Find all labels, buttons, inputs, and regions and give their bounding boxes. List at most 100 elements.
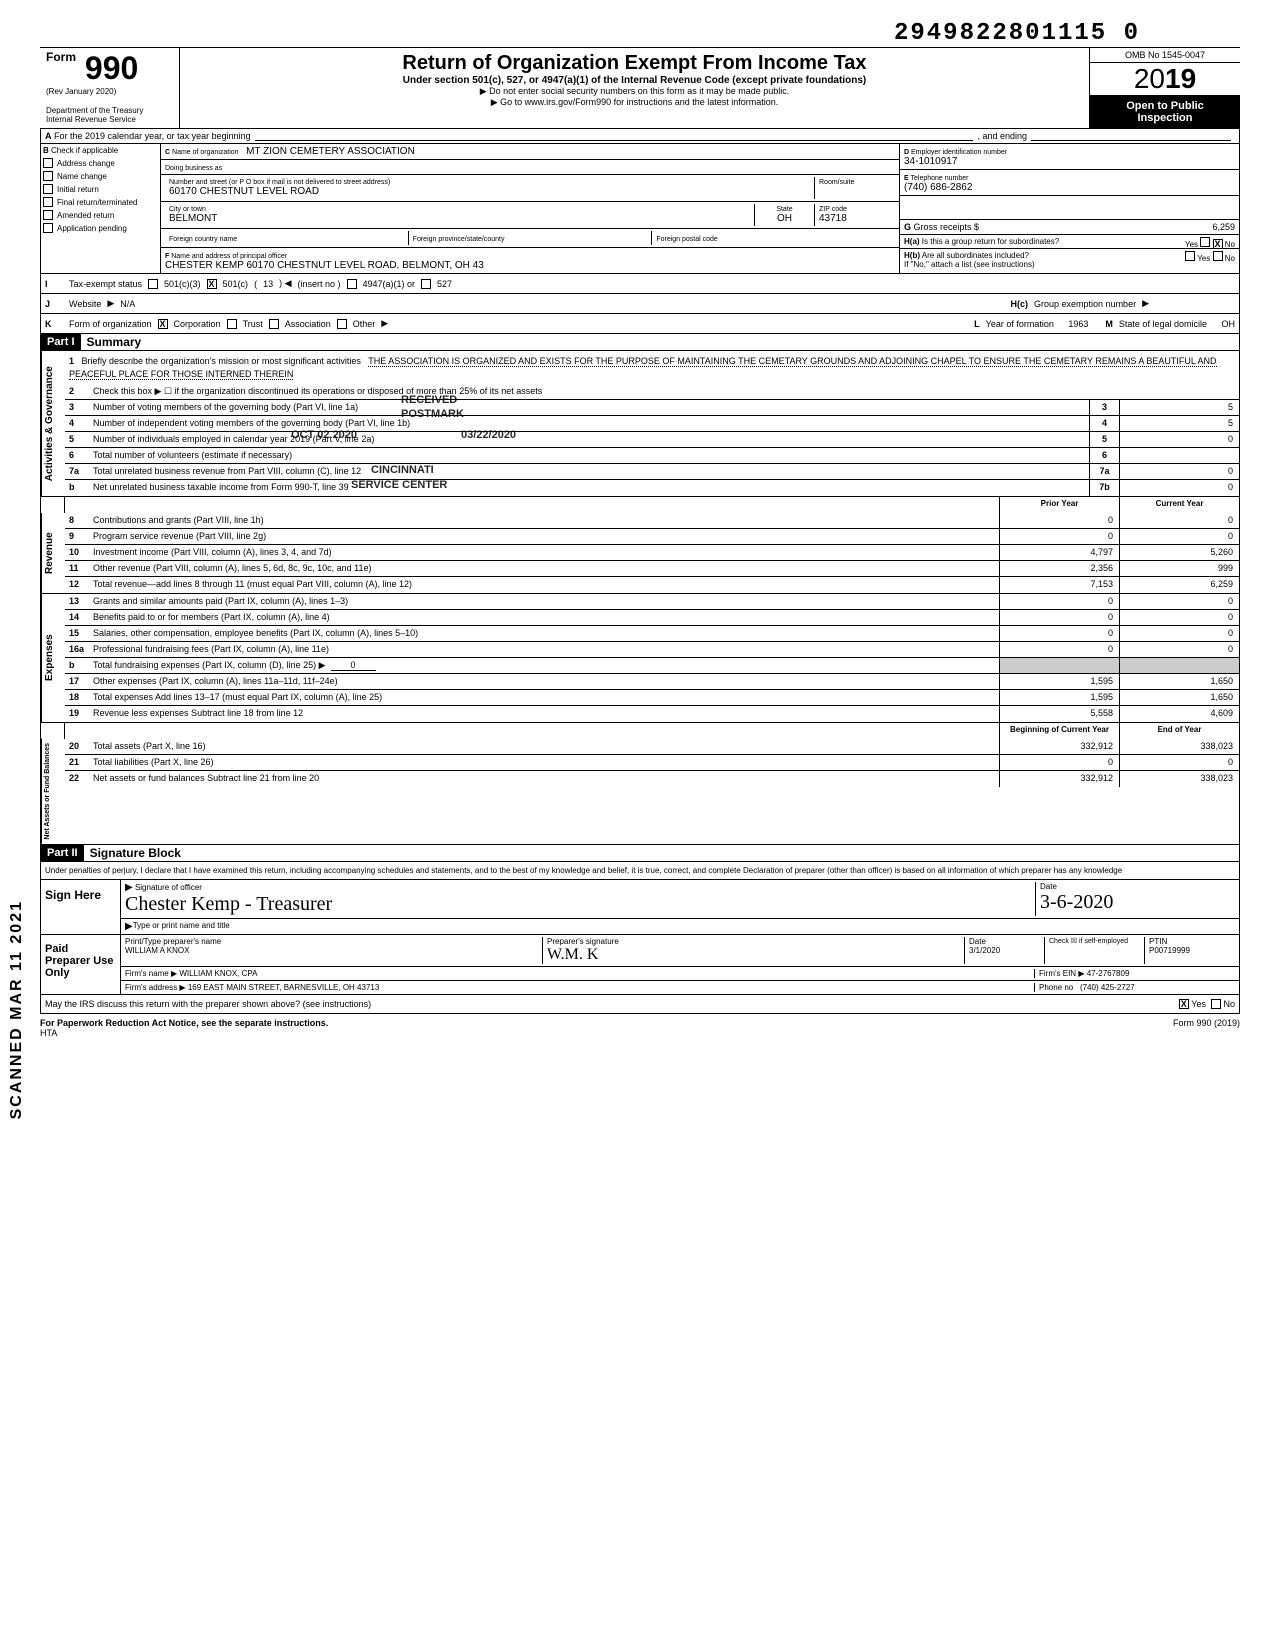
line-num: 6 <box>65 448 89 463</box>
arrow-icon: ▶ <box>125 921 133 932</box>
foreign-prov-label: Foreign province/state/county <box>413 236 505 243</box>
line-desc: Program service revenue (Part VIII, line… <box>89 529 999 544</box>
c-label: C <box>165 149 170 156</box>
row-k: K Form of organization Corporation Trust… <box>40 314 1240 334</box>
sig-declaration: Under penalties of perjury, I declare th… <box>41 862 1239 880</box>
line-val: 5 <box>1119 400 1239 415</box>
summary-line: 4 Number of independent voting members o… <box>65 416 1239 432</box>
ha-text: Is this a group return for subordinates? <box>922 237 1059 246</box>
check-address-change[interactable] <box>43 158 53 168</box>
m-label: M <box>1105 319 1113 329</box>
check-final-return[interactable] <box>43 197 53 207</box>
summary-line: 20 Total assets (Part X, line 16) 332,91… <box>65 739 1239 755</box>
line-current: 0 <box>1119 642 1239 657</box>
row-a-text: For the 2019 calendar year, or tax year … <box>54 131 251 141</box>
row-a-ending: , and ending <box>977 131 1027 141</box>
line-num: 19 <box>65 706 89 722</box>
line-box: 7a <box>1089 464 1119 479</box>
check-501c3[interactable] <box>148 279 158 289</box>
line-num: 18 <box>65 690 89 705</box>
opt-other: Other <box>353 319 376 329</box>
j-value: N/A <box>120 299 135 309</box>
check-ha-yes[interactable] <box>1200 237 1210 247</box>
line-current: 0 <box>1119 755 1239 770</box>
check-ha-no[interactable] <box>1213 239 1223 249</box>
foreign-postal-label: Foreign postal code <box>656 236 717 243</box>
check-initial-return-label: Initial return <box>57 185 99 194</box>
line-desc: Net assets or fund balances Subtract lin… <box>89 771 999 787</box>
sig-date-label: Date <box>1040 882 1057 891</box>
line-prior: 4,797 <box>999 545 1119 560</box>
firm-phone-label: Phone no <box>1039 983 1073 992</box>
note-url: Go to www.irs.gov/Form990 for instructio… <box>500 97 778 107</box>
line-num: 13 <box>65 594 89 609</box>
prep-sig-label: Preparer's signature <box>547 937 619 946</box>
check-hb-no[interactable] <box>1213 251 1223 261</box>
check-amended[interactable] <box>43 210 53 220</box>
check-discuss-no[interactable] <box>1211 999 1221 1009</box>
opt-trust: Trust <box>243 319 263 329</box>
street-value: 60170 CHESTNUT LEVEL ROAD <box>169 186 810 197</box>
line-val: 0 <box>1119 464 1239 479</box>
check-initial-return[interactable] <box>43 184 53 194</box>
part1: Part I Summary RECEIVED POSTMARK OCT 02 … <box>40 334 1240 845</box>
vert-expenses: Expenses <box>41 594 65 722</box>
summary-line: 15 Salaries, other compensation, employe… <box>65 626 1239 642</box>
check-501c[interactable] <box>207 279 217 289</box>
hb-no: No <box>1225 254 1235 263</box>
check-527[interactable] <box>421 279 431 289</box>
summary-line: 22 Net assets or fund balances Subtract … <box>65 771 1239 787</box>
line-num: 9 <box>65 529 89 544</box>
summary-line: 3 Number of voting members of the govern… <box>65 400 1239 416</box>
line-num: 11 <box>65 561 89 576</box>
hb-yes: Yes <box>1197 254 1210 263</box>
footer-right: Form 990 (2019) <box>1173 1018 1240 1038</box>
line-box: 7b <box>1089 480 1119 496</box>
title-box: Return of Organization Exempt From Incom… <box>180 48 1090 128</box>
check-trust[interactable] <box>227 319 237 329</box>
ha-label: H(a) <box>904 237 920 246</box>
ha-no: No <box>1225 240 1235 249</box>
line-num: 7a <box>65 464 89 479</box>
line-num: 22 <box>65 771 89 787</box>
line-current: 0 <box>1119 610 1239 625</box>
irs-label: Internal Revenue Service <box>46 115 173 124</box>
check-corporation[interactable] <box>158 319 168 329</box>
line-desc: Other expenses (Part IX, column (A), lin… <box>89 674 999 689</box>
summary-line: 17 Other expenses (Part IX, column (A), … <box>65 674 1239 690</box>
footer: For Paperwork Reduction Act Notice, see … <box>40 1014 1240 1042</box>
ein-value: 34-1010917 <box>904 156 957 167</box>
summary-line: 16a Professional fundraising fees (Part … <box>65 642 1239 658</box>
sign-here-label: Sign Here <box>41 880 121 934</box>
check-address-change-label: Address change <box>57 159 115 168</box>
line-desc: Total number of volunteers (estimate if … <box>89 448 1089 463</box>
firm-ein-value: 47-2767809 <box>1087 969 1130 978</box>
line-desc: Salaries, other compensation, employee b… <box>89 626 999 641</box>
check-self-label: Check ☒ if self-employed <box>1049 938 1128 945</box>
line-desc: Total assets (Part X, line 16) <box>89 739 999 754</box>
line-val: 5 <box>1119 416 1239 431</box>
discuss-yes: Yes <box>1191 999 1206 1009</box>
form-id-box: Form 990 (Rev January 2020) Department o… <box>40 48 180 128</box>
line-prior: 2,356 <box>999 561 1119 576</box>
check-other[interactable] <box>337 319 347 329</box>
check-association[interactable] <box>269 319 279 329</box>
summary-line: 9 Program service revenue (Part VIII, li… <box>65 529 1239 545</box>
check-application-pending[interactable] <box>43 223 53 233</box>
line-desc: Revenue less expenses Subtract line 18 f… <box>89 706 999 722</box>
line-num: 15 <box>65 626 89 641</box>
org-name: MT ZION CEMETERY ASSOCIATION <box>246 146 415 157</box>
col-begin: Beginning of Current Year <box>999 723 1119 739</box>
check-discuss-yes[interactable] <box>1179 999 1189 1009</box>
opt-501c3: 501(c)(3) <box>164 279 201 289</box>
discuss-no: No <box>1223 999 1235 1009</box>
check-4947[interactable] <box>347 279 357 289</box>
check-name-change[interactable] <box>43 171 53 181</box>
check-hb-yes[interactable] <box>1185 251 1195 261</box>
officer-label: Name and address of principal officer <box>171 253 287 260</box>
line-current: 1,650 <box>1119 674 1239 689</box>
check-application-pending-label: Application pending <box>57 224 127 233</box>
k-text: Form of organization <box>69 319 152 329</box>
summary-line: 13 Grants and similar amounts paid (Part… <box>65 594 1239 610</box>
dba-label: Doing business as <box>165 165 222 172</box>
